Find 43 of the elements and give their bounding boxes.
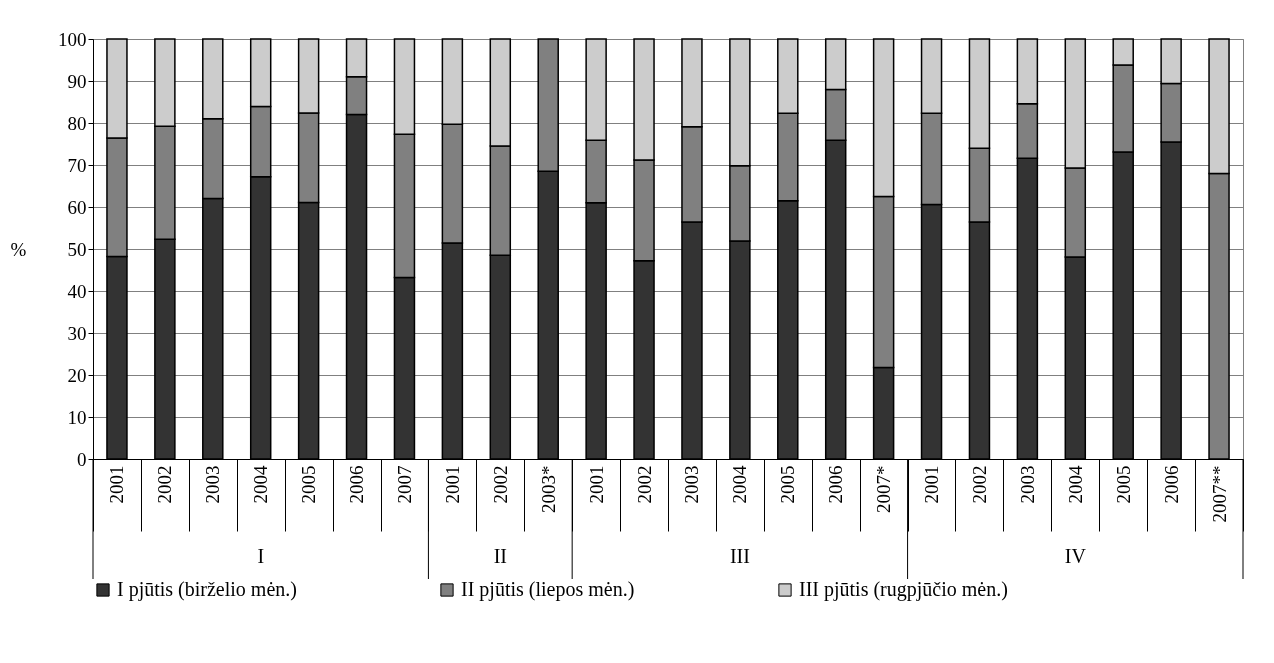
y-tick-label: 50 bbox=[67, 238, 87, 260]
y-tick-label: 30 bbox=[67, 322, 87, 344]
y-tick-label: 90 bbox=[67, 70, 87, 92]
legend-label: III pjūtis (rugpjūčio mėn.) bbox=[799, 578, 1008, 601]
x-tick-label: 2005 bbox=[777, 465, 799, 504]
text: II bbox=[493, 545, 507, 567]
legend-label: II pjūtis (liepos mėn.) bbox=[461, 578, 635, 601]
x-tick-label: 2005 bbox=[1112, 465, 1134, 504]
x-tick-label: 2003 bbox=[1016, 465, 1038, 504]
x-tick-label: 2002 bbox=[489, 465, 511, 504]
x-tick-label: 2004 bbox=[729, 465, 751, 504]
x-tick-label: 2003 bbox=[681, 465, 703, 504]
x-tick-label: 2002 bbox=[154, 465, 176, 504]
y-tick-label: 10 bbox=[67, 406, 87, 428]
x-tick-label: 2002 bbox=[633, 465, 655, 504]
x-tick-label: 2006 bbox=[346, 465, 368, 504]
x-tick-label: 2004 bbox=[1064, 465, 1086, 504]
x-tick-label: 2006 bbox=[825, 465, 847, 504]
x-tick-label: 2001 bbox=[921, 465, 943, 504]
y-tick-label: 100 bbox=[58, 28, 87, 50]
y-tick-label: 20 bbox=[67, 364, 87, 386]
x-tick-label: 2003 bbox=[202, 465, 224, 504]
text: III bbox=[729, 545, 750, 567]
y-tick-label: 80 bbox=[67, 112, 87, 134]
y-tick-label: 70 bbox=[67, 154, 87, 176]
text: I bbox=[257, 545, 265, 567]
x-tick-label: 2006 bbox=[1160, 465, 1182, 504]
y-axis-title: % bbox=[10, 238, 27, 260]
y-tick-label: 40 bbox=[67, 280, 87, 302]
y-tick-label: 60 bbox=[67, 196, 87, 218]
x-tick-label: 2007** bbox=[1208, 465, 1230, 523]
x-tick-label: 2001 bbox=[585, 465, 607, 504]
x-tick-label: 2007* bbox=[873, 465, 895, 513]
x-tick-label: 2003* bbox=[537, 465, 559, 513]
x-tick-label: 2007 bbox=[393, 465, 415, 504]
y-tick-label: 0 bbox=[77, 448, 87, 470]
x-tick-label: 2001 bbox=[441, 465, 463, 504]
x-tick-label: 2005 bbox=[298, 465, 320, 504]
x-tick-label: 2004 bbox=[250, 465, 272, 504]
text: IV bbox=[1064, 545, 1087, 567]
x-tick-label: 2001 bbox=[106, 465, 128, 504]
x-tick-label: 2002 bbox=[968, 465, 990, 504]
legend-label: I pjūtis (birželio mėn.) bbox=[117, 578, 297, 601]
